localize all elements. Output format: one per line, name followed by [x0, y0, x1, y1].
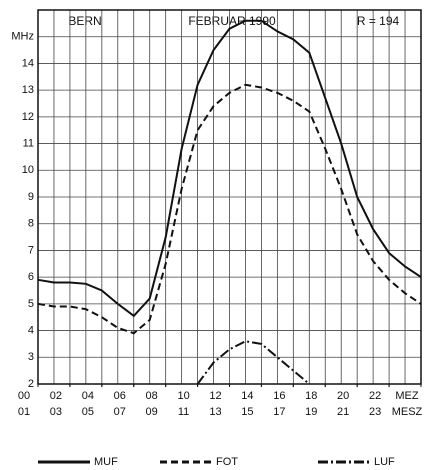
x-tick-label: 21 [337, 406, 349, 418]
x-tick-label: 17 [273, 406, 285, 418]
x-tick-label: 10 [177, 390, 189, 402]
x-tick-label: 19 [305, 406, 317, 418]
x-tick-label: 05 [82, 406, 94, 418]
x-tick-label: 07 [114, 406, 126, 418]
x-tick-label: 11 [178, 406, 189, 418]
x-tick-label: 15 [241, 406, 253, 418]
x-tick-label: 22 [369, 390, 381, 402]
series-line [37, 83, 422, 335]
y-tick-label: 8 [28, 218, 34, 230]
y-tick-label: 11 [23, 137, 34, 149]
x-tick-label: 20 [337, 390, 349, 402]
x-tick-label: 09 [146, 406, 158, 418]
y-tick-label: 13 [22, 84, 34, 96]
x-tick-label: 00 [18, 390, 30, 402]
y-tick-label: 5 [28, 298, 34, 310]
x-tick-label: MESZ [392, 406, 423, 418]
y-tick-label: 2 [28, 378, 34, 390]
y-tick-label: 7 [28, 244, 34, 256]
x-tick-label: 18 [305, 390, 317, 402]
y-tick-label: 6 [28, 271, 34, 283]
x-tick-label: 13 [209, 406, 221, 418]
x-tick-label: MEZ [395, 390, 419, 402]
y-tick-label: 12 [22, 111, 34, 123]
x-tick-label: 14 [241, 390, 253, 402]
x-tick-label: 01 [18, 406, 30, 418]
y-tick-label: MHz [11, 31, 34, 43]
series-line [196, 340, 310, 385]
legend-label: LUF [374, 456, 395, 468]
annotation: R = 194 [357, 14, 400, 28]
y-tick-label: 9 [28, 191, 34, 203]
x-tick-label: 16 [273, 390, 285, 402]
legend-label: FOT [216, 456, 238, 468]
x-tick-label: 06 [114, 390, 126, 402]
series-line [37, 19, 422, 318]
x-tick-label: 04 [82, 390, 94, 402]
x-tick-label: 03 [50, 406, 62, 418]
chart-title: FEBRUAR 1990 [188, 14, 276, 28]
y-tick-label: 10 [22, 164, 34, 176]
legend-label: MUF [94, 456, 118, 468]
x-tick-label: 02 [50, 390, 62, 402]
x-tick-label: 12 [209, 390, 221, 402]
annotation: BERN [68, 14, 101, 28]
y-tick-label: 3 [28, 351, 34, 363]
x-tick-label: 23 [369, 406, 381, 418]
x-tick-label: 08 [146, 390, 158, 402]
y-tick-label: 4 [28, 324, 34, 336]
y-tick-label: 14 [22, 57, 34, 69]
